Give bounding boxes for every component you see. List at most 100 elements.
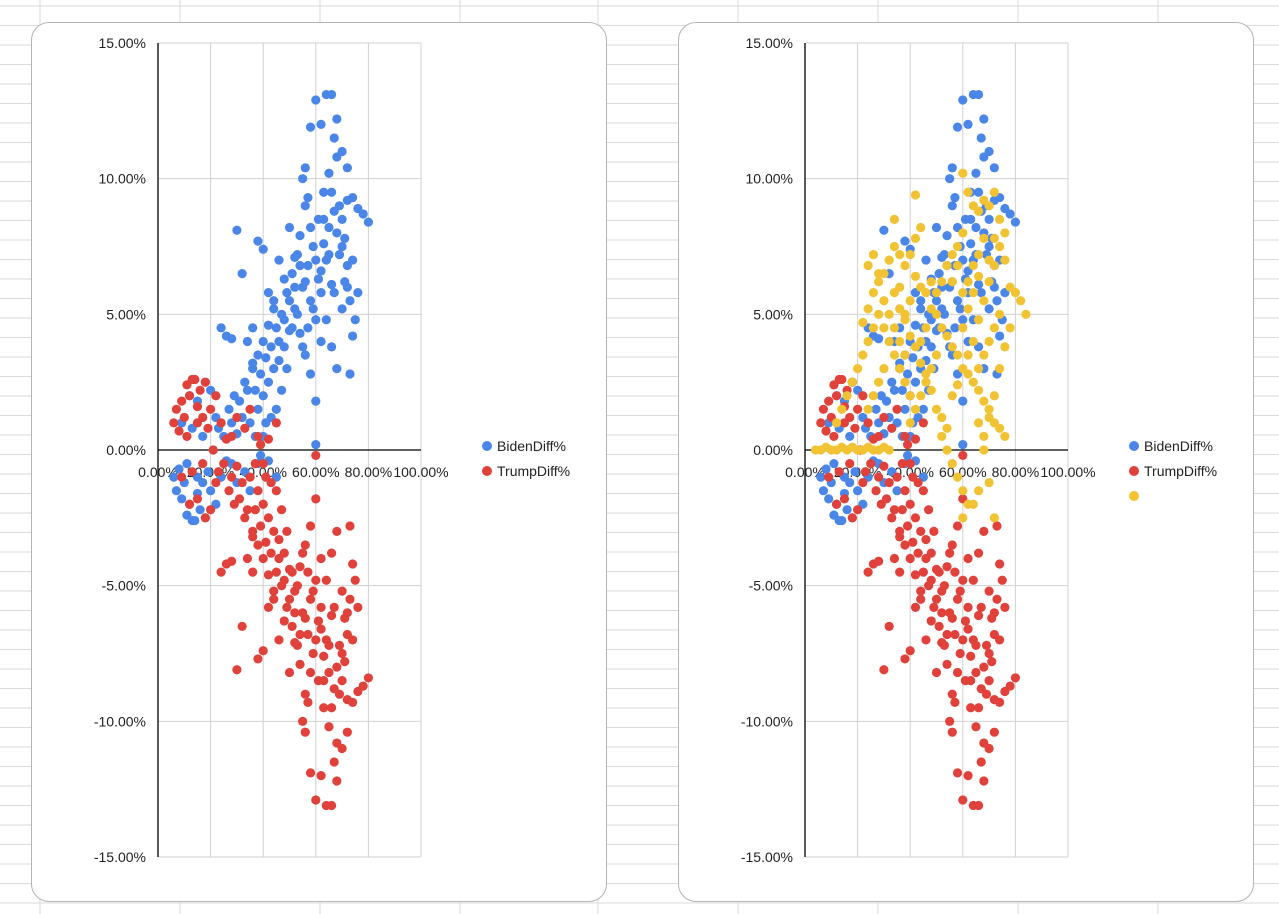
chart-card-left[interactable]: 15.00% 10.00% 5.00% 0.00% -5.00% -10.00% -15.0…	[31, 22, 607, 902]
data-point	[910, 570, 921, 580]
legend-marker	[1129, 441, 1139, 451]
data-point	[316, 119, 326, 129]
data-point	[271, 567, 281, 577]
data-point	[900, 260, 910, 271]
data-point	[295, 659, 305, 669]
data-point	[171, 486, 182, 496]
data-point	[216, 567, 226, 577]
data-point	[963, 119, 973, 129]
data-point	[211, 391, 221, 401]
legend-label: BidenDiff%	[497, 438, 566, 454]
data-point	[931, 296, 942, 306]
data-point	[950, 193, 960, 203]
data-point	[897, 458, 907, 469]
data-point	[897, 385, 907, 395]
data-point	[358, 681, 368, 691]
legend-marker	[1129, 466, 1139, 476]
data-point	[910, 602, 921, 612]
data-point	[316, 602, 326, 612]
legend-label: BidenDiff%	[1144, 438, 1213, 454]
data-point	[179, 412, 189, 423]
scatter-chart-left: 15.00% 10.00% 5.00% 0.00% -5.00% -10.00% -15.0…	[94, 35, 570, 865]
data-point	[895, 364, 905, 374]
data-point	[305, 222, 316, 233]
data-point	[321, 315, 331, 325]
data-point	[271, 418, 281, 428]
data-point	[187, 467, 197, 477]
data-point	[900, 315, 910, 325]
data-point	[192, 494, 203, 504]
data-point	[853, 364, 863, 374]
data-point	[258, 336, 268, 347]
data-point	[198, 477, 208, 488]
data-point	[973, 548, 984, 558]
data-point	[963, 624, 973, 634]
data-point	[910, 271, 921, 281]
data-point	[269, 586, 279, 596]
data-point	[266, 548, 276, 558]
data-point	[305, 521, 316, 531]
data-point	[274, 255, 284, 265]
data-point	[958, 513, 968, 523]
data-point	[905, 296, 915, 306]
y-tick-label: 10.00%	[746, 171, 793, 187]
data-point	[319, 703, 329, 713]
data-point	[979, 526, 989, 536]
data-point	[913, 477, 923, 488]
data-point	[329, 757, 339, 767]
data-point	[311, 575, 321, 585]
data-point	[353, 288, 363, 298]
data-point	[931, 404, 942, 414]
data-point	[863, 418, 873, 428]
data-point	[963, 369, 973, 379]
data-point	[950, 697, 960, 707]
data-point	[884, 309, 894, 319]
data-point	[973, 418, 984, 428]
data-point	[1021, 309, 1031, 319]
data-point	[966, 676, 976, 686]
data-point	[298, 174, 308, 184]
data-point	[224, 486, 234, 496]
data-point	[342, 163, 352, 173]
data-point	[300, 727, 310, 737]
x-tick-label: 60.00%	[939, 464, 986, 480]
data-point	[263, 288, 274, 298]
data-point	[326, 342, 337, 352]
data-point	[192, 401, 203, 412]
data-point	[942, 423, 952, 433]
data-point	[271, 486, 281, 496]
data-point	[942, 629, 952, 640]
chart-card-right[interactable]: 15.00% 10.00% 5.00% 0.00% -5.00% -10.00% -15.0…	[678, 22, 1254, 902]
data-point	[979, 396, 989, 406]
data-point	[316, 288, 326, 298]
data-point	[989, 233, 999, 243]
x-tick-label: 80.00%	[992, 464, 1039, 480]
data-point	[971, 640, 981, 650]
data-point	[874, 377, 884, 387]
data-point	[250, 505, 260, 515]
data-point	[902, 521, 913, 531]
data-point	[984, 477, 994, 488]
data-point	[874, 309, 884, 319]
data-point	[871, 486, 881, 496]
data-point	[287, 567, 297, 577]
data-point	[1000, 255, 1010, 265]
data-point	[248, 526, 258, 536]
data-point	[995, 423, 1005, 433]
data-point	[874, 556, 884, 566]
data-point	[976, 602, 986, 612]
data-point	[263, 320, 274, 330]
data-point	[934, 567, 944, 577]
data-point	[337, 586, 347, 596]
data-point	[184, 391, 195, 401]
data-point	[976, 757, 986, 767]
data-point	[282, 526, 292, 536]
data-point	[976, 288, 986, 298]
data-point	[942, 231, 952, 241]
data-point	[326, 279, 337, 290]
data-point	[868, 250, 878, 260]
data-point	[345, 296, 355, 306]
data-point	[900, 350, 910, 360]
data-point	[952, 260, 963, 271]
data-point	[971, 722, 981, 732]
